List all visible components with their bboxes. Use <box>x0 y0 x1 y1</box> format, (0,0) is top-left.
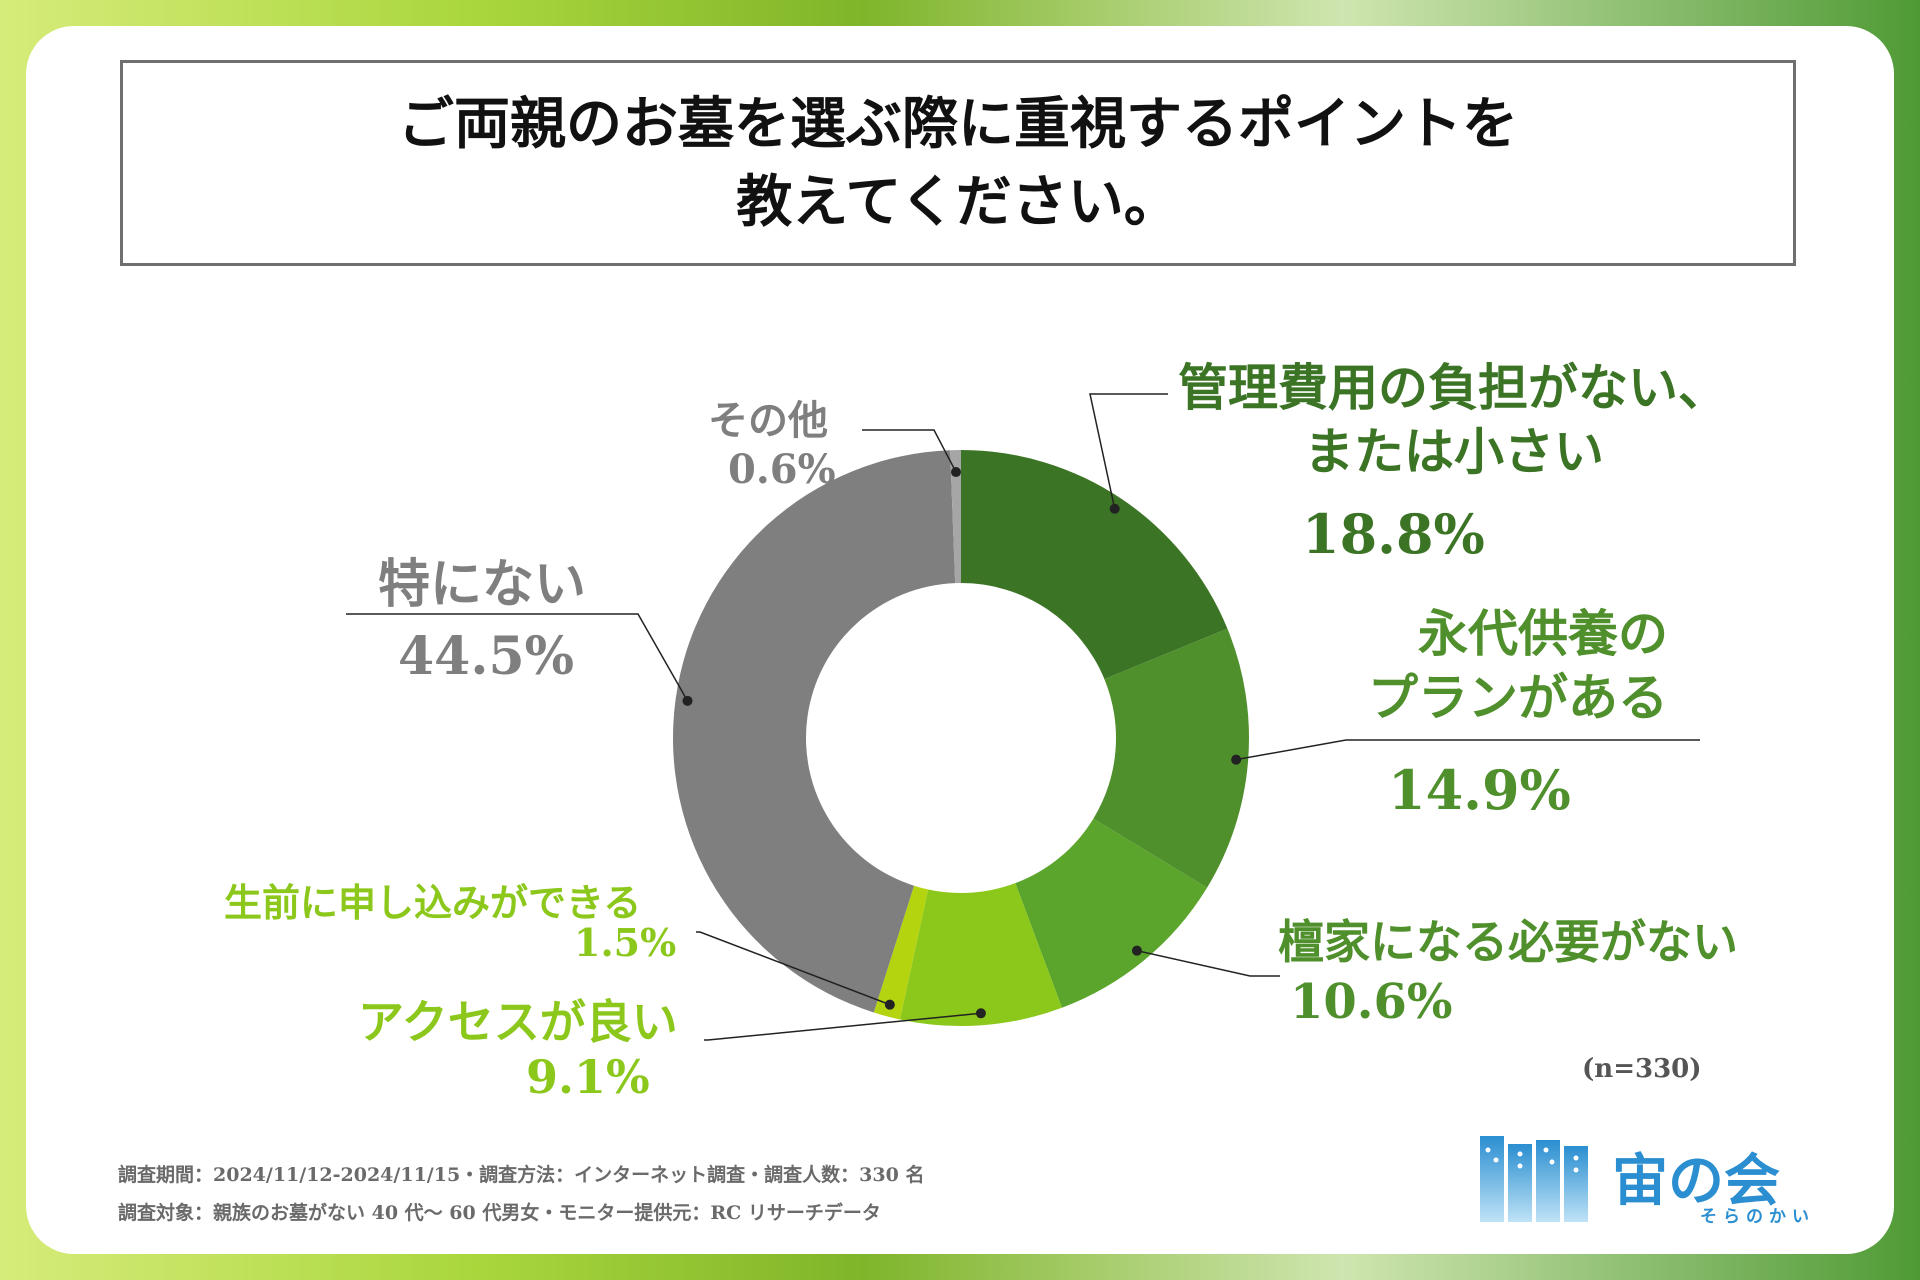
logo-mark-icon <box>1480 1136 1588 1222</box>
leader-line-no-parishioner <box>1136 949 1280 977</box>
donut-slice-perpetual-memorial <box>1093 628 1249 888</box>
chart-title-box: ご両親のお墓を選ぶ際に重視するポイントを 教えてください。 <box>120 60 1796 266</box>
leader-line-nothing-particular <box>346 613 689 702</box>
value-perpetual-memorial: 14.9% <box>1388 758 1571 822</box>
footer-survey-period: 調査期間：2024/11/12-2024/11/15・調査方法：インターネット調… <box>118 1164 925 1186</box>
donut-slice-nothing-particular <box>672 450 956 1013</box>
leader-line-management-cost <box>1089 393 1168 509</box>
donut-slice-management-cost <box>961 450 1228 680</box>
card-background <box>26 26 1894 1254</box>
value-management-cost: 18.8% <box>1302 502 1485 566</box>
label-nothing-particular: 特にない <box>378 554 587 615</box>
label-perpetual-memorial-line-1: 永代供養の <box>1418 604 1668 663</box>
label-good-access: アクセスが良い <box>358 995 678 1049</box>
leader-line-good-access <box>704 1012 981 1041</box>
leader-line-pre-application <box>696 931 891 1006</box>
donut-slice-good-access <box>899 883 1062 1027</box>
value-good-access: 9.1% <box>526 1050 650 1104</box>
label-management-cost-line-1: 管理費用の負担がない、 <box>1178 358 1728 417</box>
logo-name: 宙の会 <box>1612 1149 1780 1214</box>
donut-slice-no-parishioner <box>1015 818 1208 1008</box>
chart-title-line-1: ご両親のお墓を選ぶ際に重視するポイントを <box>398 91 1518 157</box>
donut-slice-other <box>950 450 961 584</box>
value-pre-application: 1.5% <box>574 920 677 965</box>
footer-survey-target: 調査対象：親族のお墓がない 40 代〜 60 代男女・モニター提供元：RC リサ… <box>118 1202 881 1224</box>
leader-line-other <box>862 429 957 473</box>
value-nothing-particular: 44.5% <box>398 626 575 687</box>
sample-size-label: (n=330) <box>1582 1054 1702 1084</box>
label-management-cost: 管理費用の負担がない、 または小さい <box>1178 356 1728 484</box>
leader-line-perpetual-memorial <box>1236 739 1700 761</box>
value-other: 0.6% <box>728 446 836 493</box>
label-other: その他 <box>708 397 828 444</box>
label-pre-application: 生前に申し込みができる <box>224 880 642 925</box>
logo-reading: そらのかい <box>1700 1207 1815 1227</box>
donut-slice-pre-application <box>873 885 929 1020</box>
label-no-parishioner: 檀家になる必要がない <box>1278 915 1738 969</box>
label-management-cost-line-2: または小さい <box>1304 422 1604 481</box>
label-perpetual-memorial-line-2: プランがある <box>1368 668 1668 727</box>
chart-title-line-2: 教えてください。 <box>736 169 1180 235</box>
value-no-parishioner: 10.6% <box>1290 974 1453 1030</box>
label-perpetual-memorial: 永代供養の プランがある <box>1368 602 1668 730</box>
